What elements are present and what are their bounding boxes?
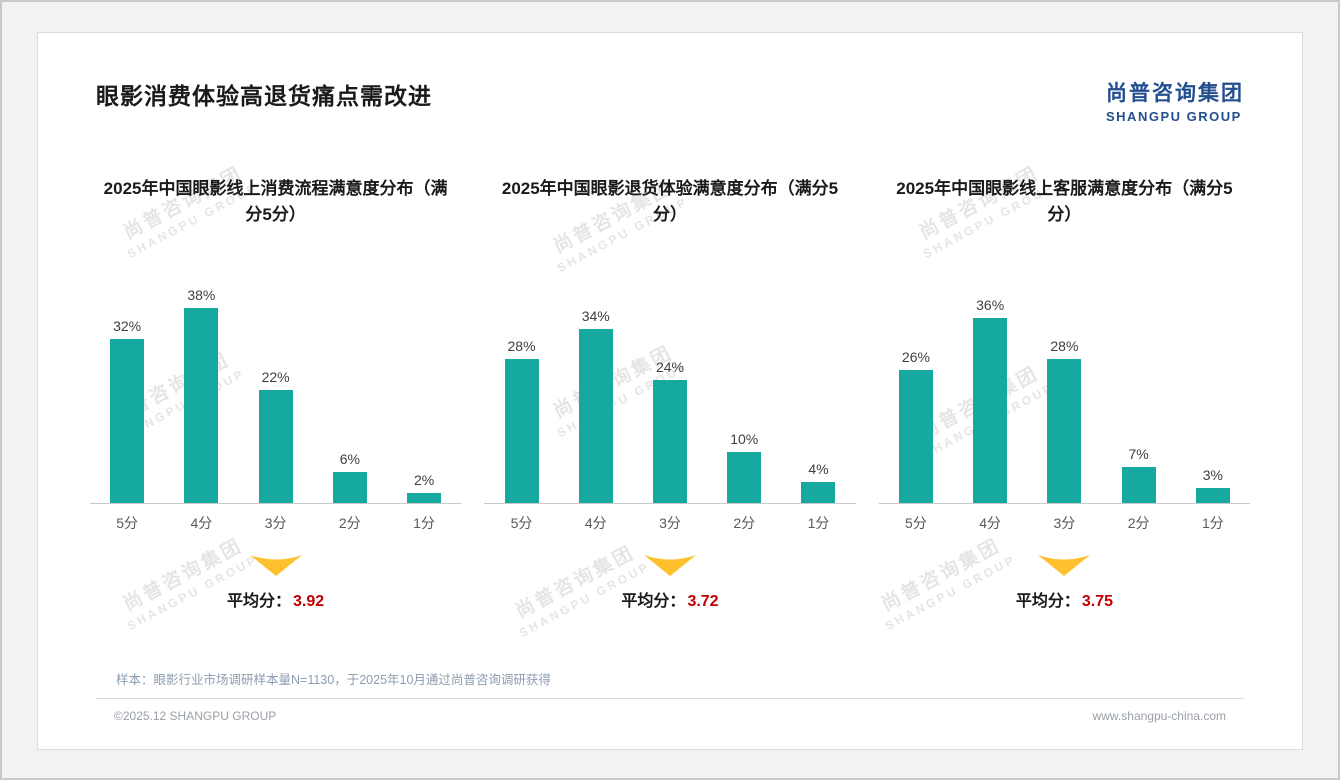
- logo-english-text: SHANGPU GROUP: [1106, 109, 1242, 124]
- average-score: 平均分： 3.92: [90, 587, 461, 611]
- category-label: 5分: [510, 515, 533, 531]
- bar-group: 38%: [164, 287, 238, 503]
- bar-group: 3%: [1176, 467, 1250, 503]
- average-value: 3.75: [1081, 593, 1113, 610]
- bar-group: 6%: [313, 451, 387, 503]
- category-label: 5分: [116, 515, 139, 531]
- bar: [1195, 488, 1230, 503]
- bar-group: 26%: [879, 349, 953, 503]
- bar: [973, 318, 1008, 503]
- bar-value-label: 28%: [507, 338, 536, 354]
- page-title: 眼影消费体验高退货痛点需改进: [96, 83, 432, 109]
- category-label: 2分: [733, 515, 756, 531]
- bar-group: 28%: [484, 338, 558, 503]
- category-axis: 5分 4分 3分 2分 1分: [484, 513, 855, 533]
- average-score: 平均分： 3.72: [484, 587, 855, 611]
- bar: [407, 493, 442, 503]
- bar-value-label: 3%: [1202, 467, 1223, 483]
- chart-title: 2025年中国眼影退货体验满意度分布（满分5分）: [501, 179, 839, 224]
- down-arrow-icon: [484, 555, 855, 577]
- charts-row: 2025年中国眼影线上消费流程满意度分布（满分5分） 32% 38% 22% 6% 2%…: [38, 176, 1302, 611]
- category-label: 4分: [979, 515, 1002, 531]
- chart-online-consumption-flow: 2025年中国眼影线上消费流程满意度分布（满分5分） 32% 38% 22% 6% 2%…: [90, 176, 462, 611]
- bar-plot: 26% 36% 28% 7% 3%: [878, 292, 1250, 504]
- bar-value-label: 7%: [1128, 446, 1149, 462]
- slide-card: 尚普咨询集团 SHANGPU GROUP 尚普咨询集团 SHANGPU GROUP …: [37, 32, 1303, 750]
- category-label: 1分: [413, 515, 435, 531]
- chart-title: 2025年中国眼影线上客服满意度分布（满分5分）: [896, 179, 1233, 224]
- bar-value-label: 34%: [581, 308, 610, 324]
- chart-return-experience: 2025年中国眼影退货体验满意度分布（满分5分） 28% 34% 24% 10% 4% …: [484, 176, 856, 611]
- bar-value-label: 4%: [808, 461, 829, 477]
- down-arrow-icon: [90, 555, 461, 577]
- bar-value-label: 2%: [413, 472, 435, 488]
- bar: [332, 472, 367, 503]
- bar-group: 24%: [633, 359, 707, 503]
- header: 眼影消费体验高退货痛点需改进 尚普咨询集团 SHANGPU GROUP: [38, 33, 1302, 124]
- bar-plot: 28% 34% 24% 10% 4%: [484, 292, 856, 504]
- chart-title: 2025年中国眼影线上消费流程满意度分布（满分5分）: [103, 179, 448, 224]
- category-label: 2分: [1127, 515, 1150, 531]
- bar-group: 4%: [781, 461, 855, 503]
- bar-plot: 32% 38% 22% 6% 2%: [90, 287, 462, 504]
- bar-group: 10%: [707, 431, 781, 503]
- category-label: 4分: [190, 515, 213, 531]
- website-text: www.shangpu-china.com: [1092, 709, 1226, 723]
- average-value: 3.72: [687, 593, 719, 610]
- category-label: 4分: [584, 515, 607, 531]
- bar: [801, 482, 836, 503]
- average-score: 平均分： 3.75: [879, 587, 1250, 611]
- bar-group: 36%: [953, 297, 1027, 503]
- category-label: 3分: [659, 515, 681, 531]
- category-label: 3分: [264, 515, 287, 531]
- bar-value-label: 38%: [187, 287, 216, 303]
- category-axis: 5分 4分 3分 2分 1分: [90, 513, 461, 533]
- bar-value-label: 36%: [976, 297, 1005, 313]
- sample-footnote: 样本：眼影行业市场调研样本量N=1130，于2025年10月通过尚普咨询调研获得: [116, 673, 551, 687]
- average-label: 平均分：: [227, 593, 292, 610]
- category-label: 1分: [1201, 515, 1224, 531]
- bar: [898, 370, 933, 503]
- category-label: 2分: [338, 515, 361, 531]
- category-label: 3分: [1053, 515, 1076, 531]
- bar-value-label: 10%: [730, 431, 759, 447]
- bar-value-label: 22%: [261, 369, 290, 385]
- bar: [110, 339, 145, 503]
- bar-value-label: 32%: [113, 318, 142, 334]
- bar-value-label: 24%: [655, 359, 684, 375]
- bar: [1121, 467, 1156, 503]
- bar-group: 7%: [1102, 446, 1176, 503]
- bar: [184, 308, 219, 503]
- bar-value-label: 26%: [901, 349, 930, 365]
- bar: [578, 329, 613, 503]
- footer: ©2025.12 SHANGPU GROUP www.shangpu-china…: [96, 698, 1244, 723]
- bar-group: 34%: [559, 308, 633, 503]
- logo-chinese-text: 尚普咨询集团: [1106, 82, 1244, 105]
- copyright-text: ©2025.12 SHANGPU GROUP: [114, 709, 277, 723]
- company-logo: 尚普咨询集团 SHANGPU GROUP: [1106, 77, 1244, 124]
- chart-online-customer-service: 2025年中国眼影线上客服满意度分布（满分5分） 26% 36% 28% 7% 3% 5…: [878, 176, 1250, 611]
- category-label: 1分: [807, 515, 830, 531]
- bar-group: 28%: [1027, 338, 1101, 503]
- bar: [1047, 359, 1082, 503]
- bar: [504, 359, 539, 503]
- bar: [258, 390, 293, 503]
- bar: [727, 452, 762, 503]
- bar: [652, 380, 687, 503]
- bar-group: 32%: [90, 318, 164, 503]
- down-arrow-icon: [879, 555, 1250, 577]
- bar-group: 2%: [387, 472, 461, 503]
- average-label: 平均分：: [1015, 593, 1080, 610]
- average-value: 3.92: [293, 593, 325, 610]
- bar-value-label: 28%: [1050, 338, 1079, 354]
- bar-group: 22%: [238, 369, 312, 503]
- bar-value-label: 6%: [339, 451, 360, 467]
- category-axis: 5分 4分 3分 2分 1分: [879, 513, 1250, 533]
- category-label: 5分: [905, 515, 927, 531]
- average-label: 平均分：: [621, 593, 686, 610]
